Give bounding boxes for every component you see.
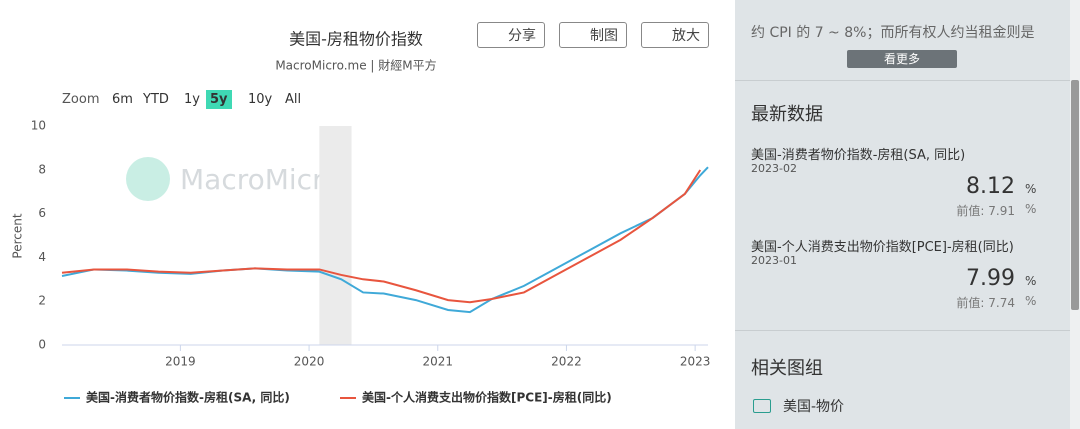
chart-subtitle: MacroMicro.me | 財經M平方 [275, 58, 436, 73]
previous-value: 前值: 7.91 [956, 204, 1015, 218]
zoom-label: Zoom [62, 92, 100, 107]
latest-unit: % [1025, 274, 1037, 288]
shaded-period [319, 126, 352, 345]
latest-unit: % [1025, 182, 1037, 196]
previous-unit: % [1025, 294, 1037, 308]
related-link[interactable]: 美国-物价 [783, 399, 845, 415]
zoom-button[interactable]: YTD [143, 92, 169, 107]
y-tick-label: 2 [38, 294, 46, 308]
folder-icon [753, 399, 771, 413]
y-tick-label: 8 [38, 162, 46, 176]
chart: 美国-房租物价指数 MacroMicro.me | 財經M平方 Percent … [11, 30, 711, 405]
x-tick-label: 2023 [680, 355, 711, 369]
legend-label: 美国-消费者物价指数-房租(SA, 同比) [86, 390, 290, 405]
side-panel: 约 CPI 的 7 ~ 8%；而所有权人约当租金则是 看更多 最新数据 美国-消… [735, 0, 1070, 429]
latest-value: 8.12 [966, 174, 1015, 199]
zoom-button[interactable]: 5y [206, 90, 232, 109]
intro-text: 约 CPI 的 7 ~ 8%；而所有权人约当租金则是 [751, 25, 1035, 41]
draw-button[interactable]: 制图 [559, 22, 627, 48]
series-line [61, 166, 709, 314]
watermark: MacroMicro [180, 163, 340, 196]
latest-date: 2023-01 [751, 254, 797, 267]
latest-date: 2023-02 [751, 162, 797, 175]
previous-value: 前值: 7.74 [956, 296, 1015, 310]
previous-unit: % [1025, 202, 1037, 216]
zoom-button[interactable]: 10y [248, 92, 273, 107]
related-title: 相关图组 [751, 358, 823, 379]
series-line [61, 169, 702, 304]
zoom-button[interactable]: All [285, 92, 302, 107]
latest-name: 美国-消费者物价指数-房租(SA, 同比) [751, 148, 966, 163]
chart-title: 美国-房租物价指数 [289, 30, 423, 49]
latest-name: 美国-个人消费支出物价指数[PCE]-房租(同比) [751, 240, 1014, 255]
watermark-logo [126, 157, 170, 201]
legend-label: 美国-个人消费支出物价指数[PCE]-房租(同比) [362, 390, 612, 405]
share-button[interactable]: 分享 [477, 22, 545, 48]
divider [735, 330, 1070, 331]
divider [735, 80, 1070, 81]
x-tick-label: 2021 [422, 355, 453, 369]
x-tick-label: 2020 [294, 355, 325, 369]
more-button[interactable]: 看更多 [847, 50, 957, 68]
x-tick-label: 2019 [165, 355, 196, 369]
scrollbar-thumb[interactable] [1071, 80, 1079, 310]
zoom-button[interactable]: 6m [112, 92, 133, 107]
expand-button[interactable]: 放大 [641, 22, 709, 48]
latest-value: 7.99 [966, 266, 1015, 291]
y-axis-label: Percent [11, 213, 25, 258]
y-tick-label: 4 [38, 250, 46, 264]
y-tick-label: 0 [38, 338, 46, 352]
x-tick-label: 2022 [551, 355, 582, 369]
y-tick-label: 10 [31, 119, 46, 133]
y-tick-label: 6 [38, 206, 46, 220]
latest-title: 最新数据 [751, 104, 823, 125]
zoom-button[interactable]: 1y [184, 92, 200, 107]
